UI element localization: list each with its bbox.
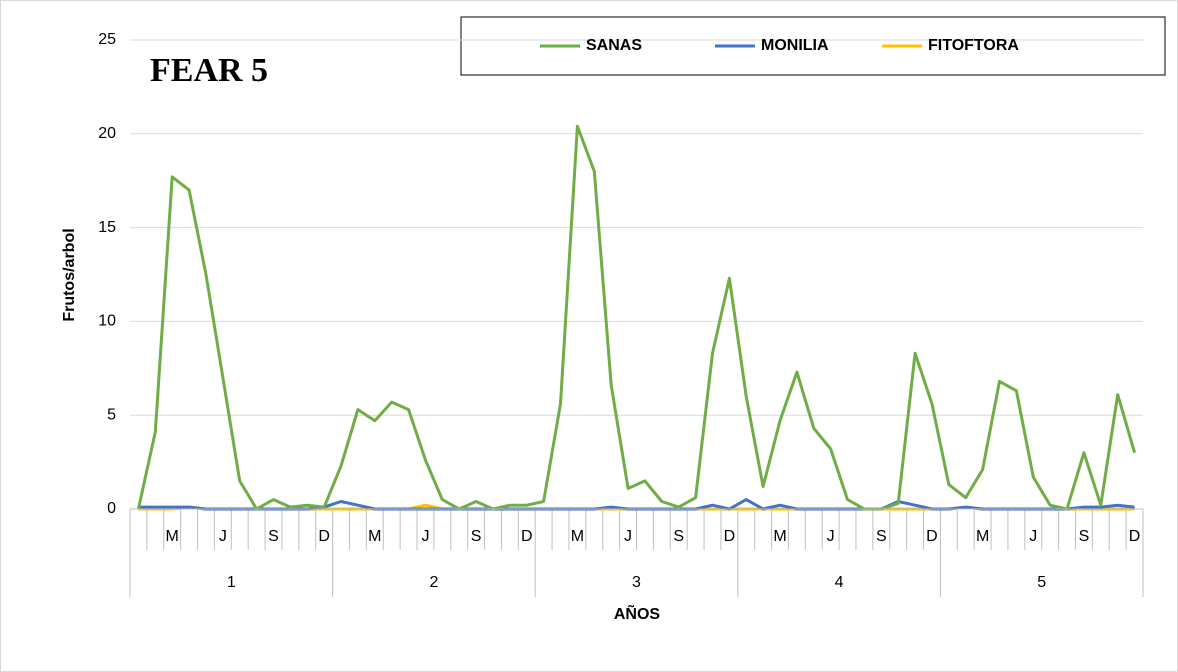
x-tick-label: M	[166, 528, 179, 545]
y-tick-label: 0	[107, 500, 116, 517]
x-axis-title: AÑOS	[614, 603, 661, 623]
y-tick-label: 20	[98, 125, 116, 142]
x-tick-label: S	[471, 528, 482, 545]
x-tick-label: M	[571, 528, 584, 545]
x-tick-label: M	[773, 528, 786, 545]
x-tick-label: S	[268, 528, 279, 545]
x-tick-label: D	[1129, 528, 1141, 545]
legend-label: MONILIA	[761, 37, 829, 54]
legend-label: SANAS	[586, 37, 642, 54]
group-label: 1	[227, 574, 236, 591]
y-tick-label: 25	[98, 31, 116, 48]
group-label: 3	[632, 574, 641, 591]
x-tick-label: S	[876, 528, 887, 545]
x-tick-label: J	[1029, 528, 1037, 545]
x-tick-label: D	[926, 528, 938, 545]
x-tick-label: S	[1079, 528, 1090, 545]
x-tick-label: J	[624, 528, 632, 545]
x-tick-label: D	[724, 528, 736, 545]
chart-title: FEAR 5	[150, 52, 268, 89]
legend-label: FITOFTORA	[928, 37, 1019, 54]
group-label: 2	[429, 574, 438, 591]
x-tick-label: J	[827, 528, 835, 545]
y-axis-title: Frutos/arbol	[61, 228, 78, 321]
x-tick-label: D	[318, 528, 330, 545]
x-tick-label: J	[421, 528, 429, 545]
y-tick-label: 15	[98, 219, 116, 236]
group-label: 4	[835, 574, 844, 591]
series-line	[136, 124, 1137, 511]
x-tick-label: J	[219, 528, 227, 545]
x-tick-label: D	[521, 528, 533, 545]
group-label: 5	[1037, 574, 1046, 591]
x-tick-label: M	[368, 528, 381, 545]
x-tick-label: S	[673, 528, 684, 545]
x-tick-label: M	[976, 528, 989, 545]
y-tick-label: 10	[98, 313, 116, 330]
y-tick-label: 5	[107, 406, 116, 423]
